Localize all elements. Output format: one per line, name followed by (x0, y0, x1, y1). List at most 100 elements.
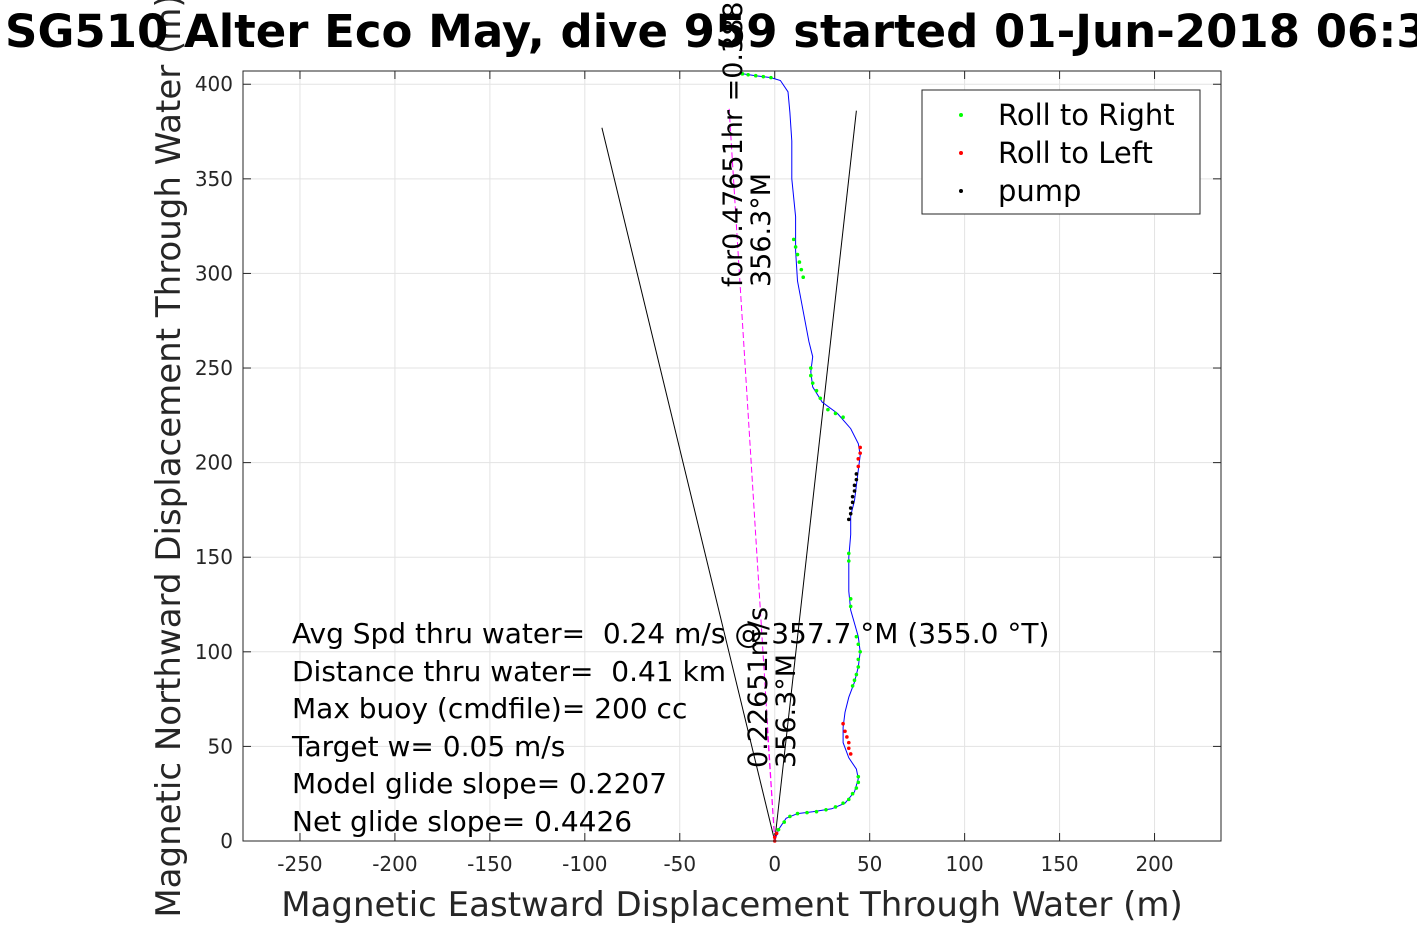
y-tick-label: 50 (208, 734, 233, 758)
point-roll-to-right (793, 245, 798, 249)
point-pump (848, 506, 853, 510)
stats-line-6: Net glide slope= 0.4426 (292, 805, 632, 838)
points-layer (740, 72, 862, 843)
point-roll-to-right (846, 559, 851, 563)
x-tick-label: 100 (946, 852, 984, 876)
point-roll-to-right (856, 642, 861, 647)
annotation-lower-line1: 0.22651m/s (743, 607, 774, 768)
point-roll-to-right (858, 650, 862, 654)
point-roll-to-right (846, 797, 851, 802)
point-roll-to-right (795, 252, 800, 257)
point-roll-to-right (746, 72, 750, 77)
point-roll-to-right (856, 657, 861, 662)
point-pump (848, 511, 853, 516)
y-tick-label: 350 (195, 167, 233, 191)
point-roll-to-left (858, 445, 862, 450)
point-roll-to-right (848, 604, 853, 609)
x-tick-label: -100 (562, 852, 607, 876)
point-roll-to-right (761, 74, 766, 79)
point-roll-to-left (774, 831, 779, 836)
legend-label-pump: pump (998, 174, 1081, 208)
point-roll-to-right (797, 260, 802, 264)
point-roll-to-right (769, 75, 773, 80)
x-tick-label: 200 (1135, 852, 1173, 876)
point-roll-to-right (810, 381, 815, 385)
point-pump (850, 494, 855, 499)
point-pump (854, 477, 859, 482)
point-roll-to-right (854, 634, 859, 639)
point-roll-to-right (856, 665, 861, 669)
legend-marker-roll-left (959, 151, 963, 155)
point-roll-to-right (809, 373, 813, 378)
x-tick-label: -150 (467, 852, 512, 876)
point-roll-to-right (826, 407, 830, 412)
point-pump (846, 517, 851, 522)
point-roll-to-right (753, 73, 758, 78)
point-roll-to-left (846, 746, 851, 751)
point-roll-to-left (848, 752, 853, 756)
point-roll-to-right (805, 810, 809, 815)
ticks: -250 -200 -150 -100 -50 0 50 100 150 200 0 50 100 150… (195, 71, 1221, 876)
point-roll-to-right (814, 388, 819, 393)
x-tick-label: -200 (372, 852, 417, 876)
legend-marker-pump (959, 189, 963, 193)
x-tick-label: -50 (663, 852, 696, 876)
heading-lines (601, 108, 857, 842)
point-roll-to-right (848, 597, 853, 601)
point-roll-to-left (841, 721, 845, 726)
point-roll-to-left (856, 464, 861, 469)
x-tick-label: -250 (277, 852, 322, 876)
stats-line-2: Distance thru water= 0.41 km (292, 655, 726, 688)
y-tick-label: 150 (195, 545, 233, 569)
y-tick-label: 100 (195, 640, 233, 664)
point-roll-to-right (852, 678, 857, 682)
legend-box (921, 89, 1201, 215)
axes-frame (242, 70, 1222, 842)
heading-line (766, 727, 776, 842)
point-roll-to-right (799, 267, 804, 272)
stats-line-4: Target w= 0.05 m/s (291, 730, 565, 763)
heading-line (601, 127, 776, 842)
point-roll-to-right (841, 801, 845, 805)
legend-marker-roll-right (959, 113, 963, 117)
point-roll-to-right (740, 72, 745, 76)
point-roll-to-right (833, 805, 838, 809)
point-roll-to-right (856, 774, 861, 779)
point-roll-to-right (854, 672, 859, 677)
x-axis-label: Magnetic Eastward Displacement Through W… (281, 885, 1183, 925)
stats-line-3: Max buoy (cmdfile)= 200 cc (292, 692, 687, 725)
point-roll-to-left (845, 735, 849, 739)
y-tick-label: 400 (195, 72, 233, 96)
point-roll-to-left (846, 740, 851, 745)
point-roll-to-left (772, 835, 777, 840)
annotations: for0.47651hr =0.38857km 356.3°M 0.22651m… (291, 0, 1049, 838)
grid (243, 71, 1221, 842)
point-roll-to-left (843, 729, 847, 734)
point-pump (854, 472, 859, 476)
x-tick-label: 50 (857, 852, 882, 876)
point-roll-to-right (850, 791, 855, 796)
point-pump (852, 489, 857, 493)
stats-line-5: Model glide slope= 0.2207 (292, 767, 667, 800)
legend: Roll to Right Roll to Left pump (921, 89, 1201, 215)
point-roll-to-right (850, 684, 855, 688)
point-roll-to-right (818, 396, 823, 401)
x-tick-label: 0 (768, 852, 781, 876)
point-roll-to-right (788, 814, 792, 819)
chart-title: SG510 Alter Eco May, dive 959 started 01… (5, 5, 1417, 58)
point-roll-to-right (795, 811, 800, 816)
glider-track (742, 73, 861, 842)
y-tick-label: 300 (195, 261, 233, 285)
point-roll-to-left (858, 451, 862, 455)
point-roll-to-right (776, 827, 781, 832)
legend-label-roll-right: Roll to Right (998, 98, 1175, 132)
annotation-upper-line1: for0.47651hr =0.38857km (718, 0, 749, 287)
point-roll-to-left (856, 457, 861, 461)
point-roll-to-right (814, 809, 819, 814)
track-layer (742, 73, 861, 842)
point-pump (850, 500, 855, 505)
y-tick-label: 200 (195, 451, 233, 475)
point-roll-to-right (833, 411, 838, 416)
